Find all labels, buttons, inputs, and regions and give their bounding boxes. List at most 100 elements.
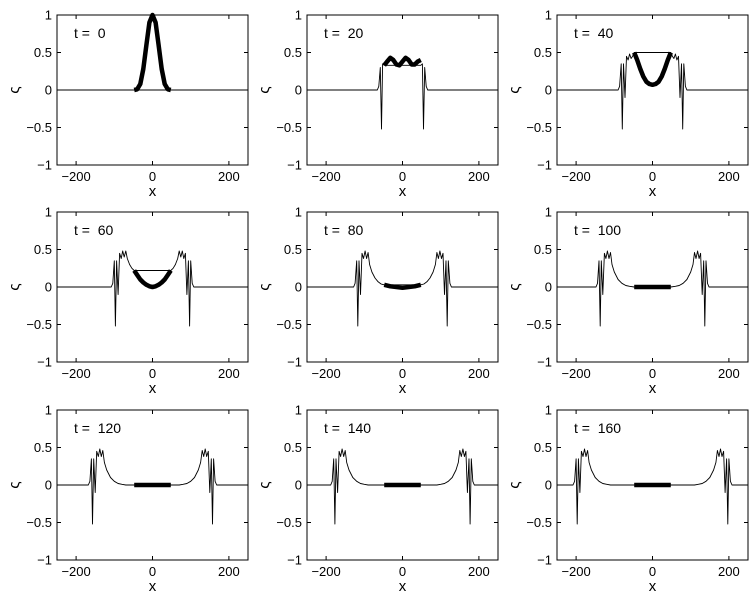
- y-tick-label: 0.5: [534, 45, 552, 60]
- x-tick-label: −200: [61, 366, 90, 381]
- y-tick-label: 0.5: [284, 45, 302, 60]
- thin-series-line: [57, 250, 248, 327]
- y-tick-label: −0.5: [26, 515, 52, 530]
- subplot-8: −200 0 200 −1 −0.5 0 0.5 1 x ς t = 140: [256, 403, 499, 595]
- x-tick-label: −200: [561, 169, 590, 184]
- y-tick-label: 0: [45, 478, 52, 493]
- thin-series-line: [307, 250, 498, 327]
- y-tick-label: 1: [295, 8, 302, 23]
- y-tick-label: 1: [545, 205, 552, 220]
- y-axis-label: ς: [506, 283, 523, 290]
- x-tick-label: 0: [149, 366, 156, 381]
- x-axis-label: x: [649, 578, 657, 595]
- y-tick-label: 0: [295, 83, 302, 98]
- thick-series-line: [632, 51, 673, 88]
- y-tick-label: 0: [295, 478, 302, 493]
- y-tick-label: −0.5: [276, 515, 302, 530]
- x-tick-label: 0: [149, 169, 156, 184]
- y-tick-label: 0: [545, 478, 552, 493]
- x-tick-label: 0: [399, 169, 406, 184]
- x-tick-label: −200: [61, 564, 90, 579]
- y-tick-label: 0.5: [284, 242, 302, 257]
- y-axis-label: ς: [256, 86, 273, 93]
- y-axis-label: ς: [506, 86, 523, 93]
- time-label: t = 60: [74, 222, 114, 238]
- y-tick-label: −1: [287, 553, 302, 568]
- x-tick-label: 200: [718, 564, 740, 579]
- thick-series-line: [383, 282, 422, 291]
- y-tick-label: −1: [537, 158, 552, 173]
- y-tick-label: 0.5: [34, 440, 52, 455]
- y-tick-label: −0.5: [276, 120, 302, 135]
- x-tick-label: 200: [218, 169, 240, 184]
- x-tick-label: 0: [649, 169, 656, 184]
- x-tick-label: 0: [149, 564, 156, 579]
- subplot-7: −200 0 200 −1 −0.5 0 0.5 1 x ς t = 120: [6, 403, 249, 595]
- x-axis-label: x: [399, 578, 407, 595]
- y-tick-label: 0: [295, 280, 302, 295]
- time-label: t = 0: [74, 25, 106, 41]
- x-axis-label: x: [149, 578, 157, 595]
- subplot-1: −200 0 200 −1 −0.5 0 0.5 1 x ς t = 0: [6, 8, 249, 200]
- x-tick-label: 0: [649, 564, 656, 579]
- x-tick-label: −200: [311, 366, 340, 381]
- y-tick-label: 0: [545, 83, 552, 98]
- x-axis-label: x: [649, 380, 657, 397]
- y-tick-label: 1: [295, 403, 302, 418]
- subplot-2: −200 0 200 −1 −0.5 0 0.5 1 x ς t = 20: [256, 8, 499, 200]
- x-tick-label: −200: [61, 169, 90, 184]
- y-tick-label: −1: [537, 553, 552, 568]
- time-label: t = 100: [574, 222, 621, 238]
- x-tick-label: 0: [649, 366, 656, 381]
- y-tick-label: 0: [545, 280, 552, 295]
- y-tick-label: 0.5: [534, 242, 552, 257]
- y-tick-label: −0.5: [26, 317, 52, 332]
- y-tick-label: −0.5: [526, 515, 552, 530]
- y-tick-label: −1: [37, 553, 52, 568]
- x-tick-label: −200: [561, 366, 590, 381]
- y-tick-label: 1: [45, 403, 52, 418]
- x-tick-label: 200: [468, 169, 490, 184]
- x-axis-label: x: [149, 380, 157, 397]
- y-tick-label: 1: [45, 8, 52, 23]
- time-label: t = 120: [74, 420, 121, 436]
- x-axis-label: x: [399, 380, 407, 397]
- x-tick-label: 200: [718, 169, 740, 184]
- y-axis-label: ς: [256, 481, 273, 488]
- thick-series-line: [382, 55, 422, 68]
- x-tick-label: −200: [311, 169, 340, 184]
- y-tick-label: 0: [45, 280, 52, 295]
- x-axis-label: x: [399, 183, 407, 200]
- x-tick-label: 200: [468, 564, 490, 579]
- subplot-6: −200 0 200 −1 −0.5 0 0.5 1 x ς t = 100: [506, 205, 749, 397]
- y-axis-label: ς: [506, 481, 523, 488]
- x-tick-label: 0: [399, 366, 406, 381]
- subplot-4: −200 0 200 −1 −0.5 0 0.5 1 x ς t = 60: [6, 205, 249, 397]
- y-tick-label: 1: [45, 205, 52, 220]
- x-tick-label: −200: [561, 564, 590, 579]
- x-tick-label: 200: [218, 564, 240, 579]
- y-tick-label: −1: [537, 355, 552, 370]
- y-axis-label: ς: [6, 86, 23, 93]
- x-tick-label: 200: [468, 366, 490, 381]
- y-tick-label: −0.5: [26, 120, 52, 135]
- y-tick-label: 0.5: [534, 440, 552, 455]
- subplot-5: −200 0 200 −1 −0.5 0 0.5 1 x ς t = 80: [256, 205, 499, 397]
- y-tick-label: −1: [37, 158, 52, 173]
- y-tick-label: −1: [287, 355, 302, 370]
- time-label: t = 20: [324, 25, 364, 41]
- x-tick-label: −200: [311, 564, 340, 579]
- y-tick-label: 0.5: [34, 45, 52, 60]
- y-tick-label: −0.5: [526, 120, 552, 135]
- thick-series-line: [132, 269, 173, 290]
- y-tick-label: 1: [545, 403, 552, 418]
- time-label: t = 80: [324, 222, 364, 238]
- x-axis-label: x: [649, 183, 657, 200]
- y-tick-label: −0.5: [526, 317, 552, 332]
- y-tick-label: 1: [295, 205, 302, 220]
- x-tick-label: 0: [399, 564, 406, 579]
- time-label: t = 140: [324, 420, 371, 436]
- thin-series-line: [557, 52, 748, 130]
- y-tick-label: −1: [287, 158, 302, 173]
